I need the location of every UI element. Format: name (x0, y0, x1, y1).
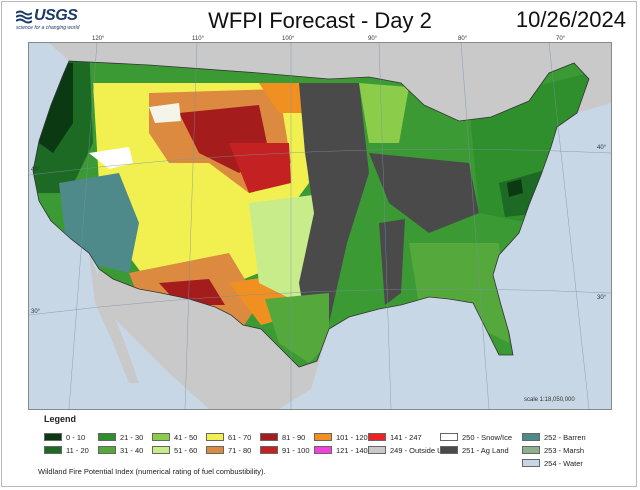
legend-title: Legend (44, 414, 77, 424)
lon-label-90: 90° (368, 36, 378, 42)
legend-label: 0 - 10 (66, 432, 86, 442)
legend-item: 141 - 247 (368, 432, 422, 442)
legend-item: 61 - 70 (206, 432, 251, 442)
lat-label-40-right: 40° (597, 145, 607, 151)
legend-label: 252 - Barren (544, 432, 586, 442)
legend-swatch (44, 433, 62, 441)
legend-item: 121 - 140 (314, 445, 368, 455)
legend-swatch (44, 446, 62, 454)
legend-label: 41 - 50 (174, 432, 198, 442)
legend-swatch (522, 446, 540, 454)
legend-label: 141 - 247 (390, 432, 422, 442)
legend-item: 81 - 90 (260, 432, 305, 442)
logo-wordmark: USGS (34, 7, 78, 24)
legend-item: 251 - Ag Land (440, 445, 509, 455)
usgs-logo: USGS science for a changing world (16, 7, 96, 37)
legend-item: 101 - 120 (314, 432, 368, 442)
legend-item: 31 - 40 (98, 445, 143, 455)
legend-item: 11 - 20 (44, 445, 89, 455)
legend-item: 249 - Outside US (368, 445, 448, 455)
legend-label: 101 - 120 (336, 432, 368, 442)
legend-swatch (98, 433, 116, 441)
legend-swatch (314, 446, 332, 454)
lat-label-30-left: 30° (31, 309, 41, 315)
legend-item: 253 - Marsh (522, 445, 584, 455)
legend-swatch (98, 446, 116, 454)
legend-swatch (368, 433, 386, 441)
legend-item: 0 - 10 (44, 432, 85, 442)
legend-label: 31 - 40 (120, 445, 144, 455)
legend-swatch (440, 433, 458, 441)
legend: Legend 0 - 10 11 - 20 21 - 30 31 - 40 41 - 5… (38, 414, 624, 486)
logo-tagline: science for a changing world (16, 25, 80, 31)
scale-label: scale 1:18,050,000 (524, 397, 575, 403)
usgs-wave-icon (16, 10, 32, 24)
legend-swatch (522, 433, 540, 441)
legend-label: 249 - Outside US (390, 445, 448, 455)
legend-swatch (368, 446, 386, 454)
legend-swatch (522, 459, 540, 467)
map-graphic: 120° 40° 30° 40° 30° (29, 43, 611, 409)
legend-item: 41 - 50 (152, 432, 197, 442)
lon-label-70: 70° (556, 36, 566, 42)
forecast-date: 10/26/2024 (515, 7, 626, 32)
legend-label: 250 - Snow/Ice (462, 432, 513, 442)
legend-label: 251 - Ag Land (462, 445, 509, 455)
legend-label: 11 - 20 (66, 445, 89, 455)
conus-outline (32, 60, 590, 368)
legend-swatch (206, 446, 224, 454)
legend-swatch (152, 446, 170, 454)
longitude-labels: 120° 110° 100° 90° 80° 70° (92, 36, 566, 42)
legend-item: 91 - 100 (260, 445, 310, 455)
header: USGS science for a changing world WFPI F… (0, 0, 640, 40)
legend-label: 51 - 60 (174, 445, 198, 455)
legend-label: 254 - Water (544, 458, 583, 468)
legend-note: Wildland Fire Potential Index (numerical… (38, 467, 266, 476)
legend-label: 21 - 30 (120, 432, 144, 442)
legend-swatch (260, 446, 278, 454)
lat-label-40-left: 40° (31, 167, 41, 173)
lat-label-30-right: 30° (597, 295, 607, 301)
legend-item: 252 - Barren (522, 432, 586, 442)
legend-swatch (314, 433, 332, 441)
graticule (29, 43, 611, 409)
legend-swatch (260, 433, 278, 441)
legend-label: 121 - 140 (336, 445, 368, 455)
canada-region (29, 43, 611, 127)
lon-label-120: 120° (92, 36, 105, 42)
legend-item: 250 - Snow/Ice (440, 432, 512, 442)
legend-swatch (440, 446, 458, 454)
lon-label-110: 110° (192, 36, 205, 42)
legend-label: 61 - 70 (228, 432, 252, 442)
legend-swatch (152, 433, 170, 441)
mexico-region (95, 269, 329, 409)
legend-label: 71 - 80 (228, 445, 252, 455)
legend-swatch (206, 433, 224, 441)
lon-label-80: 80° (458, 36, 468, 42)
legend-item: 51 - 60 (152, 445, 197, 455)
legend-item: 254 - Water (522, 458, 583, 468)
legend-item: 71 - 80 (206, 445, 251, 455)
legend-label: 81 - 90 (282, 432, 306, 442)
legend-item: 21 - 30 (98, 432, 143, 442)
baja-region (89, 253, 139, 383)
legend-label: 91 - 100 (282, 445, 310, 455)
wfpi-map: 120° 40° 30° 40° 30° (28, 42, 612, 410)
legend-label: 253 - Marsh (544, 445, 585, 455)
map-title: WFPI Forecast - Day 2 (208, 8, 432, 33)
lon-label-100: 100° (282, 36, 295, 42)
